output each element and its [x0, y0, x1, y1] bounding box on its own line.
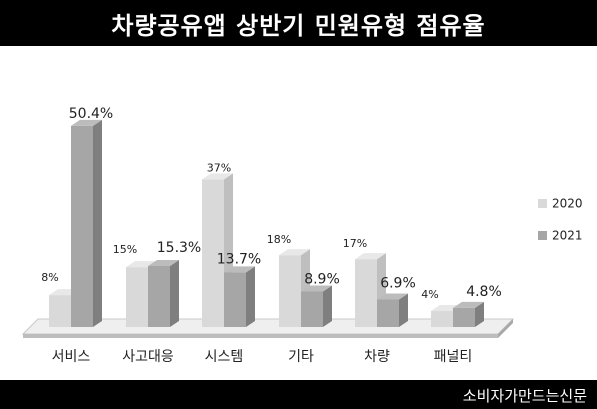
- bar-side-2021-4: [399, 293, 408, 327]
- data-label-2020-0: 8%: [41, 271, 58, 284]
- data-label-2020-3: 18%: [267, 233, 291, 246]
- bar-front-2021-0: [71, 125, 93, 328]
- bar-top-2021-4: [377, 293, 408, 300]
- legend-swatch-2020: [538, 199, 547, 208]
- bar-side-2021-0: [93, 119, 102, 328]
- bar-top-2021-5: [453, 301, 484, 308]
- data-label-2021-2: 13.7%: [217, 251, 261, 267]
- category-label-4: 차량: [364, 349, 390, 365]
- data-label-2021-5: 4.8%: [466, 284, 502, 300]
- chart-floor-edge: [23, 334, 498, 338]
- category-label-5: 패널티: [434, 349, 473, 365]
- bar-front-2021-1: [148, 265, 170, 327]
- bar-top-2021-3: [301, 285, 332, 292]
- category-label-3: 기타: [288, 349, 314, 365]
- footer-bar: 소비자가만드는신문: [0, 380, 597, 409]
- bar-side-2021-2: [246, 266, 255, 327]
- bar-front-2020-1: [126, 267, 148, 327]
- bar-top-2020-4: [355, 253, 386, 260]
- bar-front-2020-2: [202, 179, 224, 327]
- bar-top-2020-2: [202, 173, 233, 180]
- bar-front-2021-3: [301, 291, 323, 327]
- footer-source: 소비자가만드는신문: [462, 387, 587, 405]
- bar-top-2020-3: [279, 249, 310, 256]
- data-label-2020-2: 37%: [207, 161, 231, 174]
- legend-item-2021: 2021: [538, 228, 597, 242]
- legend-label-2021: 2021: [552, 228, 583, 242]
- data-label-2020-4: 17%: [343, 237, 367, 250]
- category-label-0: 서비스: [52, 349, 91, 365]
- bar-side-2021-3: [323, 285, 332, 327]
- data-label-2021-3: 8.9%: [304, 271, 340, 287]
- category-label-2: 시스템: [205, 349, 244, 365]
- legend-label-2020: 2020: [552, 196, 583, 211]
- bar-front-2021-5: [453, 307, 475, 327]
- legend-item-2020: 2020: [538, 196, 597, 211]
- data-label-2021-0: 50.4%: [69, 106, 113, 122]
- data-label-2020-1: 15%: [113, 243, 137, 256]
- bar-front-2020-5: [431, 311, 453, 327]
- bar-front-2021-4: [377, 299, 399, 327]
- bar-front-2020-4: [355, 259, 377, 327]
- data-label-2020-5: 4%: [421, 288, 438, 301]
- bar-side-2021-5: [475, 301, 484, 327]
- bar-side-2021-1: [170, 259, 179, 327]
- bar-chart: 8% 50.4% 서비스 15% 15.3% 사고대응 37% 13.7% 시스템 18% 8.9%…: [21, 106, 515, 365]
- bar-top-2021-1: [148, 259, 179, 266]
- chart-title: 차량공유앱 상반기 민원유형 점유율: [0, 0, 597, 46]
- bar-front-2020-3: [279, 255, 301, 327]
- chart-floor-side: [498, 319, 513, 338]
- data-label-2021-1: 15.3%: [157, 240, 201, 256]
- category-label-1: 사고대응: [122, 349, 174, 365]
- bar-top-2021-0: [71, 119, 102, 126]
- bar-top-2021-2: [224, 266, 255, 273]
- bar-front-2021-2: [224, 272, 246, 327]
- legend: 2020 2021: [538, 196, 597, 242]
- data-label-2021-4: 6.9%: [380, 275, 416, 291]
- bar-front-2020-0: [49, 295, 71, 327]
- legend-swatch-2021: [538, 230, 547, 240]
